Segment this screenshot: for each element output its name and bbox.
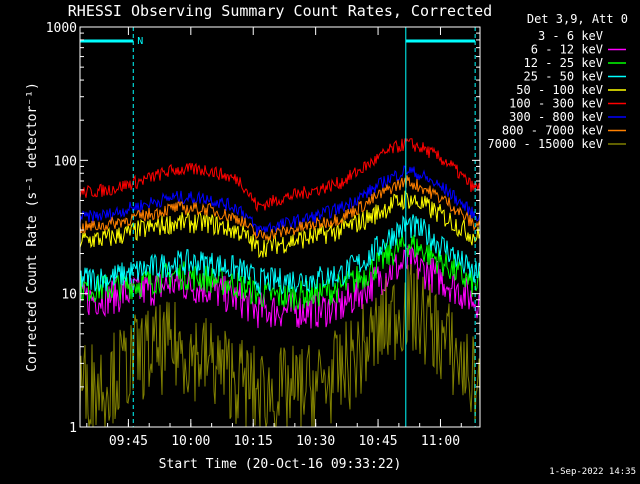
legend-label-4: 25 - 50 keV	[524, 70, 603, 84]
series-line-8	[79, 175, 481, 242]
legend-header: Det 3,9, Att 0	[527, 12, 628, 26]
series-line-2	[79, 245, 481, 329]
legend-label-6: 100 - 300 keV	[509, 97, 603, 111]
y-axis-label: Corrected Count Rate (s⁻¹ detector⁻¹)	[25, 82, 40, 372]
y-tick-label-3: 100	[54, 154, 77, 169]
series-line-6	[79, 137, 481, 213]
x-tick-label-2: 10:00	[171, 434, 210, 449]
series-line-3	[79, 232, 481, 311]
x-tick-label-4: 10:30	[296, 434, 335, 449]
series-line-5	[79, 190, 481, 259]
x-tick-label-1: 09:45	[109, 434, 148, 449]
x-tick-label-6: 11:00	[421, 434, 460, 449]
legend-label-7: 300 - 800 keV	[509, 110, 603, 124]
legend-label-9: 7000 - 15000 keV	[487, 137, 603, 151]
chart-title: RHESSI Observing Summary Count Rates, Co…	[68, 2, 492, 20]
series-line-9	[79, 263, 481, 428]
legend-label-1: 3 - 6 keV	[538, 29, 603, 43]
x-tick-label-5: 10:45	[358, 434, 397, 449]
plot-frame	[79, 26, 481, 428]
x-axis-label: Start Time (20-Oct-16 09:33:22)	[159, 457, 402, 472]
y-axis-ticks: 1 10 100 1000	[46, 21, 480, 436]
x-axis-ticks: 09:45 10:00 10:15 10:30 10:45 11:00	[86, 27, 462, 449]
y-tick-label-2: 10	[61, 288, 77, 303]
series-line-4	[79, 214, 481, 296]
y-tick-label-1: 1	[69, 421, 77, 436]
series-line-7	[79, 165, 481, 236]
plot-area: N	[79, 26, 481, 428]
night-bar-label-1: N	[137, 36, 143, 47]
legend-label-3: 12 - 25 keV	[524, 56, 603, 70]
legend-label-5: 50 - 100 keV	[516, 83, 603, 97]
legend-label-2: 6 - 12 keV	[531, 43, 603, 57]
y-tick-label-4: 1000	[46, 21, 77, 36]
footer-date: 1-Sep-2022 14:35	[549, 467, 636, 477]
x-tick-label-3: 10:15	[234, 434, 273, 449]
legend-label-8: 800 - 7000 keV	[502, 124, 603, 138]
